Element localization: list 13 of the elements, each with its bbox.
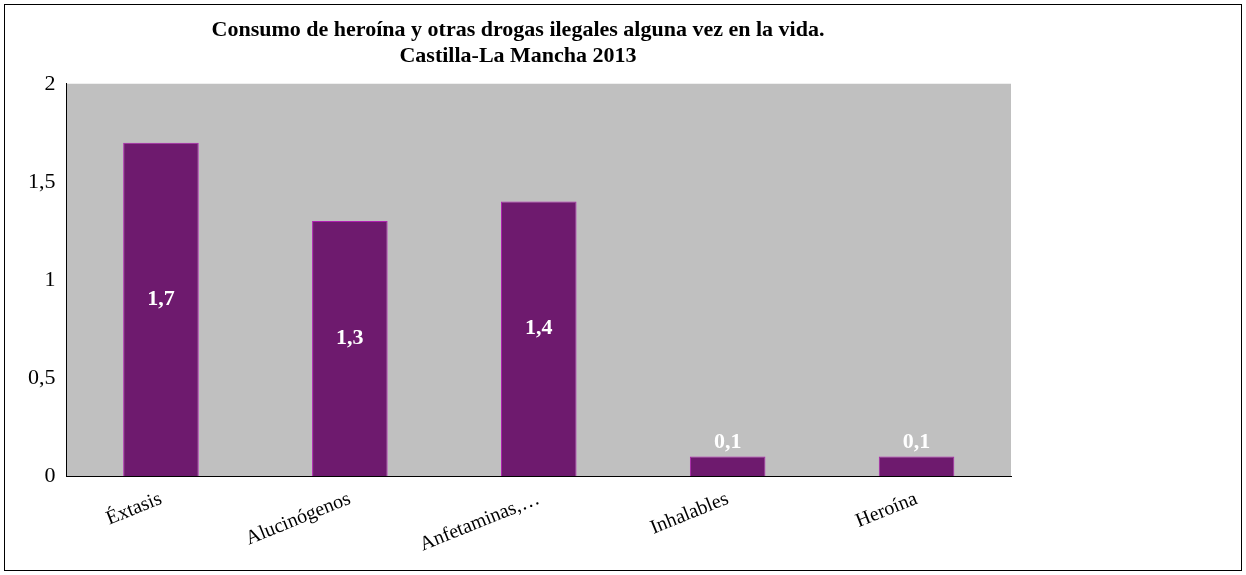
x-tick-label: Éxtasis <box>102 486 165 529</box>
data-label: 0,1 <box>902 428 931 454</box>
y-tick-label: 0 <box>44 461 56 487</box>
data-label: 1,3 <box>336 324 364 350</box>
y-tick-label: 1 <box>44 265 56 291</box>
y-tick-label: 0,5 <box>28 363 56 389</box>
data-label: 1,4 <box>525 314 553 340</box>
data-label: 1,7 <box>147 285 175 311</box>
y-tick-label: 1,5 <box>28 167 56 193</box>
chart-title: Consumo de heroína y otras drogas ilegales alguna vez en la vida. Castilla-La Mancha 2013 <box>211 15 825 68</box>
y-tick-label: 2 <box>44 69 56 95</box>
data-label: 0,1 <box>713 428 742 454</box>
x-tick-label: Heroína <box>852 486 921 531</box>
